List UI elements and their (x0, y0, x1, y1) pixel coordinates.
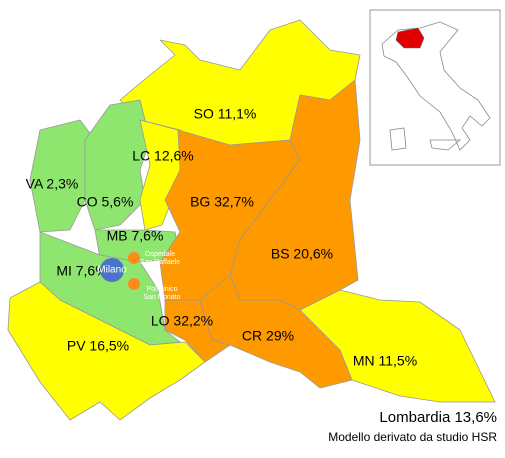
footer-total: Lombardia 13,6% (379, 409, 497, 426)
hospital-label: Ospedale (145, 251, 175, 258)
hospital-marker (128, 252, 140, 264)
province (299, 289, 496, 403)
inset-frame (369, 9, 501, 166)
province-label: BG 32,7% (190, 194, 254, 210)
islands-outline (389, 127, 462, 151)
inset-map (369, 9, 501, 166)
hospital-label: San Raffaele (140, 259, 180, 266)
province-label: LO 32,2% (151, 313, 213, 329)
hospital-label: Policlinico (146, 286, 177, 293)
lombardy-highlight (395, 27, 425, 49)
province-label: SO 11,1% (194, 106, 257, 122)
province (84, 99, 151, 231)
provinces (7, 19, 496, 421)
province-label: MB 7,6% (107, 228, 164, 244)
italy-outline (381, 21, 491, 151)
province-label: MN 11,5% (353, 353, 417, 369)
province-label: VA 2,3% (26, 176, 79, 192)
milano-marker (100, 258, 124, 282)
province-label: CO 5,6% (77, 194, 134, 210)
province (7, 281, 206, 421)
province-label: CR 29% (242, 328, 294, 344)
province-label: BS 20,6% (271, 246, 333, 262)
province-label: MI 7,6% (56, 263, 107, 279)
province-label: PV 16,5% (67, 338, 129, 354)
province-labels: SO 11,1% VA 2,3% CO 5,6% LC 12,6% MB 7,6% MI … (26, 106, 418, 369)
hospital-marker (128, 278, 140, 290)
footer-source: Modello derivato da studio HSR (328, 430, 497, 444)
city-label: Milano (97, 265, 127, 276)
hospital-label: San Donato (144, 294, 181, 301)
province-label: LC 12,6% (132, 148, 193, 164)
